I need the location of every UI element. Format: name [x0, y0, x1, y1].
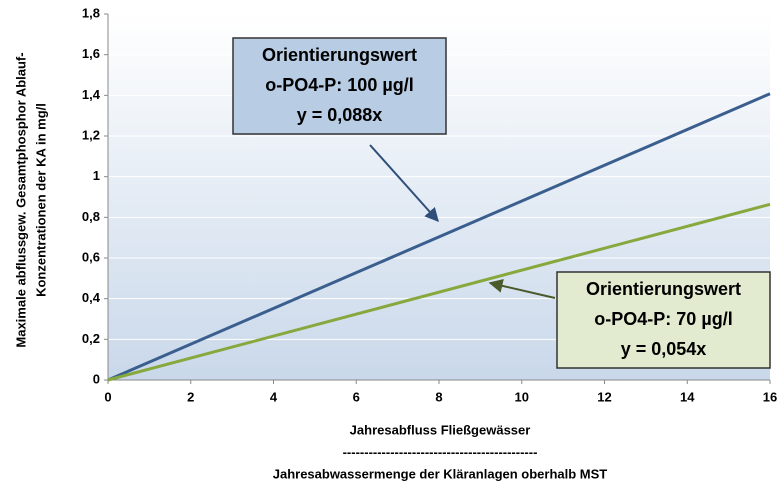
y-tick-label: 1,8: [82, 5, 100, 20]
annotation-arrow: [488, 279, 556, 299]
y-axis-label: Konzentrationen der KA in mg/l: [33, 103, 48, 297]
x-tick-label: 0: [104, 389, 111, 404]
y-axis-label: Maximale abflussgew. Gesamtphosphor Abla…: [13, 52, 28, 347]
y-tick-label: 0,2: [82, 331, 100, 346]
annotation-text: y = 0,054x: [621, 339, 707, 359]
y-tick-label: 0,8: [82, 209, 100, 224]
y-tick-label: 1,6: [82, 46, 100, 61]
series-line: [107, 92, 771, 382]
x-tick-label: 10: [515, 389, 529, 404]
annotation-text: y = 0,088x: [297, 105, 383, 125]
x-axis-label: Jahresabwassermenge der Kläranlagen ober…: [273, 466, 608, 481]
annotation-box: [232, 37, 447, 135]
annotation-text: Orientierungswert: [262, 45, 417, 65]
y-tick-label: 0: [93, 371, 100, 386]
annotation-box: [556, 271, 771, 369]
y-tick-label: 1: [93, 168, 100, 183]
x-tick-label: 16: [763, 389, 777, 404]
series-line: [107, 202, 771, 382]
x-axis-label: Jahresabfluss Fließgewässer: [350, 422, 531, 437]
x-tick-label: 6: [353, 389, 360, 404]
x-tick-label: 2: [187, 389, 194, 404]
annotation-text: o-PO4-P: 100 µg/l: [265, 75, 413, 95]
x-tick-label: 8: [435, 389, 442, 404]
x-axis-label: ----------------------------------------…: [343, 444, 538, 459]
annotation-arrow: [369, 144, 439, 223]
x-tick-label: 12: [597, 389, 611, 404]
x-tick-label: 4: [270, 389, 278, 404]
y-tick-label: 1,4: [82, 87, 101, 102]
y-tick-label: 0,4: [82, 290, 101, 305]
y-tick-label: 1,2: [82, 127, 100, 142]
y-tick-label: 0,6: [82, 249, 100, 264]
annotation-text: Orientierungswert: [586, 279, 741, 299]
x-tick-label: 14: [680, 389, 695, 404]
annotation-text: o-PO4-P: 70 µg/l: [594, 309, 732, 329]
